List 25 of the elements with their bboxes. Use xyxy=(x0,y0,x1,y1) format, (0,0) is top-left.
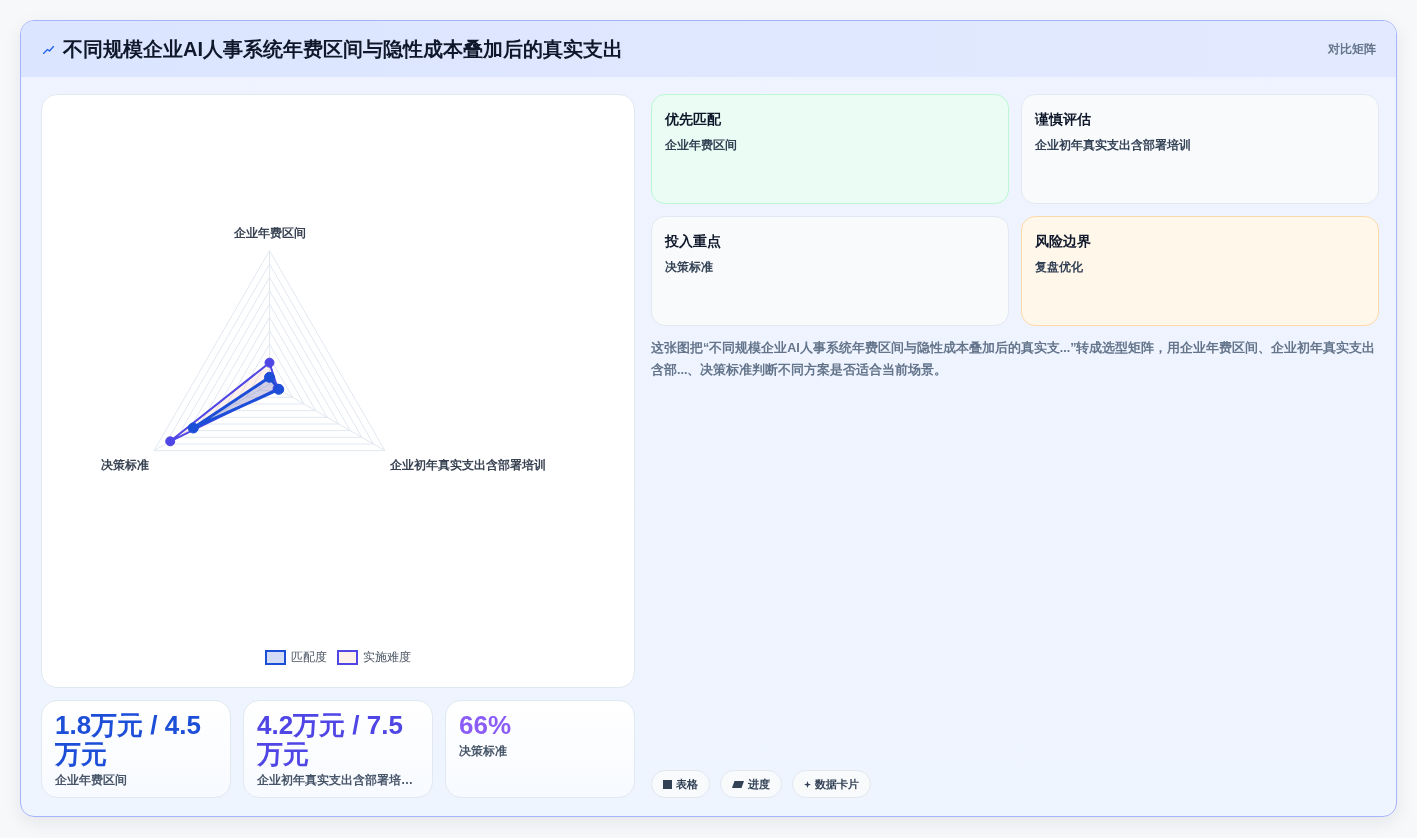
text: 对比矩阵 xyxy=(1328,41,1376,58)
text: 投入重点 xyxy=(665,232,722,251)
legend-label: 匹配度 xyxy=(291,649,327,666)
spoke-label: 企业初年真实支出含部署培训 xyxy=(388,457,546,472)
chart-title: 不同规模企业AI人事系统年费区间与隐性成本叠加后的真实支出 xyxy=(63,37,623,62)
text: 决策标准 xyxy=(665,259,714,275)
text: 进度 xyxy=(748,776,770,792)
spoke-label: 企业年费区间 xyxy=(232,225,306,240)
text: 1.8万元 / 4.5万元 xyxy=(55,710,202,769)
text: 企业年费区间 xyxy=(665,137,738,153)
text: 复盘优化 xyxy=(1035,259,1084,275)
text: 风险边界 xyxy=(1035,232,1092,251)
text: 66% xyxy=(459,710,513,740)
text: 决策标准 xyxy=(459,743,508,759)
text: 企业年费区间 xyxy=(55,772,128,788)
spoke-label: 决策标准 xyxy=(101,457,150,472)
text: 企业初年真实支出含部署培训 xyxy=(1035,137,1192,153)
text: 4.2万元 / 7.5万元 xyxy=(257,710,404,769)
legend-label: 实施难度 xyxy=(363,649,411,666)
text: 这张图把“不同规模企业AI人事系统年费区间与隐性成本叠加后的真实支...”转成选型矩阵，用企业年费区间、企业初年真实支出含部...、决策标准判断不同方案是否适合当前场景。 xyxy=(651,340,1377,379)
text: 数据卡片 xyxy=(815,776,859,792)
text: 企业初年真实支出含部署培… xyxy=(257,772,414,788)
text: 优先匹配 xyxy=(665,110,722,129)
text: 表格 xyxy=(676,776,698,792)
text: 谨慎评估 xyxy=(1035,110,1092,129)
